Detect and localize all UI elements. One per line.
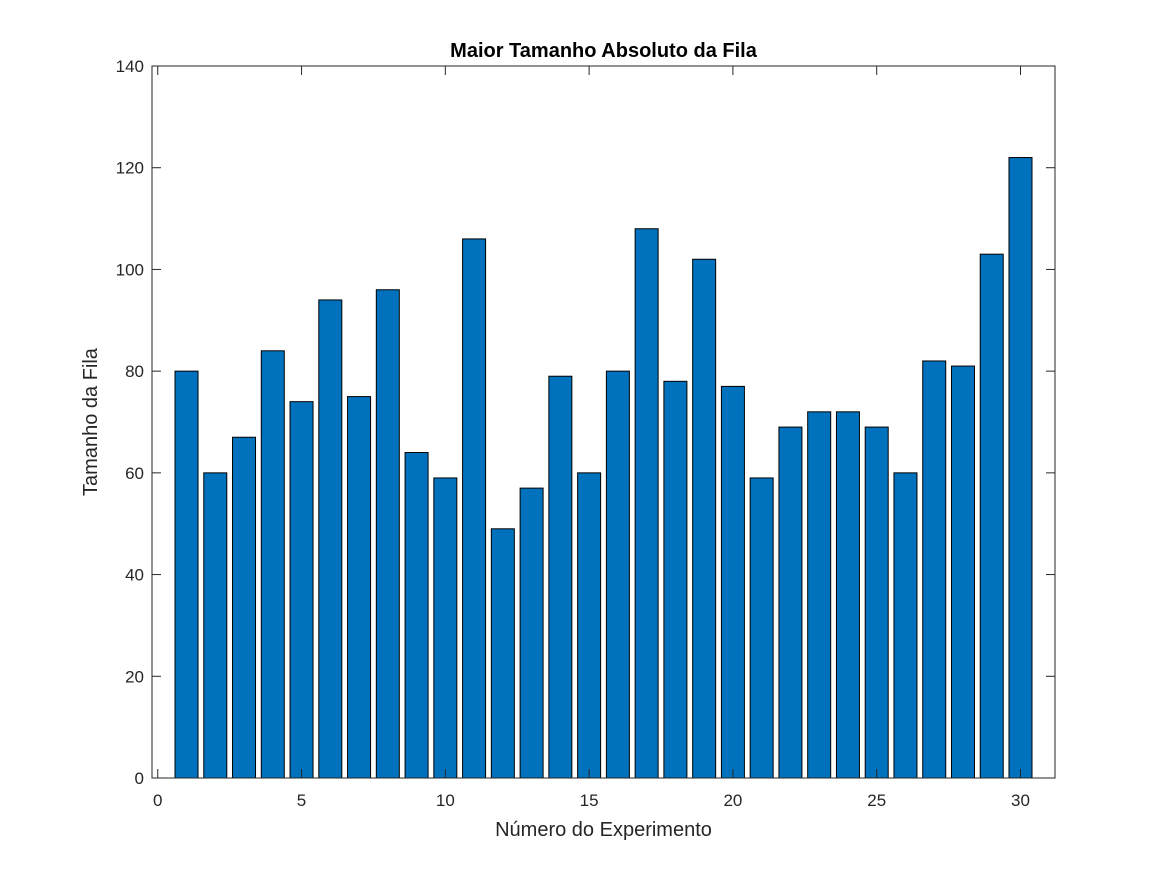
bar-2 (203, 472, 228, 779)
x-tick-label-0: 0 (153, 791, 162, 810)
y-tick-label-100: 100 (116, 260, 144, 279)
bar-7 (347, 396, 372, 779)
axes-box (151, 65, 1056, 779)
bar-24 (835, 411, 860, 779)
bar-10 (433, 477, 458, 779)
chart-title: Maior Tamanho Absoluto da Fila (450, 40, 758, 62)
bar-15 (577, 472, 602, 779)
y-tick-label-40: 40 (125, 566, 144, 585)
bar-23 (807, 411, 832, 779)
bar-11 (462, 238, 487, 779)
bar-17 (634, 228, 659, 779)
bar-26 (893, 472, 918, 779)
x-tick-label-15: 15 (580, 791, 599, 810)
bar-16 (605, 370, 630, 779)
y-tick-label-120: 120 (116, 159, 144, 178)
bar-27 (922, 360, 947, 779)
bar-30 (1008, 157, 1033, 779)
y-axis-label: Tamanho da Fila (80, 347, 102, 496)
bar-21 (749, 477, 774, 779)
bar-1 (174, 370, 199, 779)
y-tick-label-0: 0 (135, 769, 144, 788)
y-tick-label-80: 80 (125, 362, 144, 381)
bar-12 (490, 528, 515, 779)
bar-20 (720, 385, 745, 779)
bar-9 (404, 452, 429, 779)
y-tick-label-140: 140 (116, 57, 144, 76)
x-tick-label-30: 30 (1011, 791, 1030, 810)
plot-area (152, 66, 1055, 778)
x-tick-label-10: 10 (436, 791, 455, 810)
y-tick-label-20: 20 (125, 667, 144, 686)
bar-3 (232, 436, 257, 779)
bar-5 (289, 401, 314, 779)
y-tick-label-60: 60 (125, 464, 144, 483)
bars-group (174, 157, 1033, 779)
bar-6 (318, 299, 343, 779)
axes-group: 0 20 40 60 80 100 120 140 0 5 10 15 20 25 30 (116, 57, 1056, 810)
bar-14 (548, 375, 573, 779)
x-axis-label: Número do Experimento (495, 819, 712, 841)
x-tick-label-5: 5 (297, 791, 306, 810)
bar-19 (692, 258, 717, 779)
x-tick-label-20: 20 (723, 791, 742, 810)
bar-25 (864, 426, 889, 779)
bar-22 (778, 426, 803, 779)
bar-28 (950, 365, 975, 779)
bar-4 (260, 350, 285, 779)
bar-13 (519, 487, 544, 779)
bar-29 (979, 253, 1004, 779)
bar-18 (663, 380, 688, 779)
bar-8 (375, 289, 400, 779)
x-tick-label-25: 25 (867, 791, 886, 810)
